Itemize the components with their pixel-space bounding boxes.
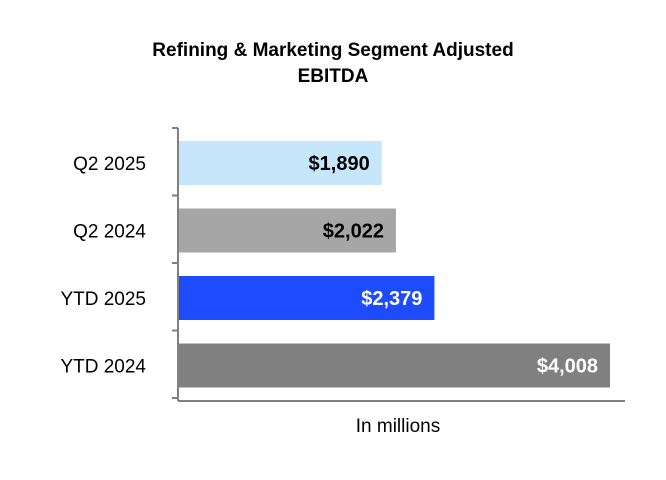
category-label: Q2 2024 (73, 222, 146, 243)
category-label: Q2 2025 (73, 154, 146, 175)
chart-title-line-1: Refining & Marketing Segment Adjusted (152, 40, 514, 61)
bar-q2-2025 (178, 141, 382, 185)
bar-ytd-2024 (178, 343, 610, 388)
value-label: $1,890 (309, 153, 370, 175)
chart-title: Refining & Marketing Segment Adjusted EB… (0, 38, 666, 90)
category-label-group: Q2 2025 Q2 2024 YTD 2025 YTD 2024 (60, 154, 146, 378)
value-label: $4,008 (537, 356, 598, 378)
bar-group (178, 141, 610, 388)
x-axis-title: In millions (356, 416, 440, 437)
bar-ytd-2025 (178, 276, 435, 320)
value-label: $2,379 (361, 288, 422, 310)
chart-title-line-2: EBITDA (297, 66, 369, 87)
axes-group (177, 128, 625, 402)
tick-group (172, 127, 178, 399)
bar-q2-2024 (178, 208, 396, 253)
category-label: YTD 2025 (60, 289, 146, 310)
category-label: YTD 2024 (60, 357, 146, 378)
value-label: $2,022 (323, 221, 384, 243)
value-label-group: $1,890 $2,022 $2,379 $4,008 (309, 153, 598, 378)
